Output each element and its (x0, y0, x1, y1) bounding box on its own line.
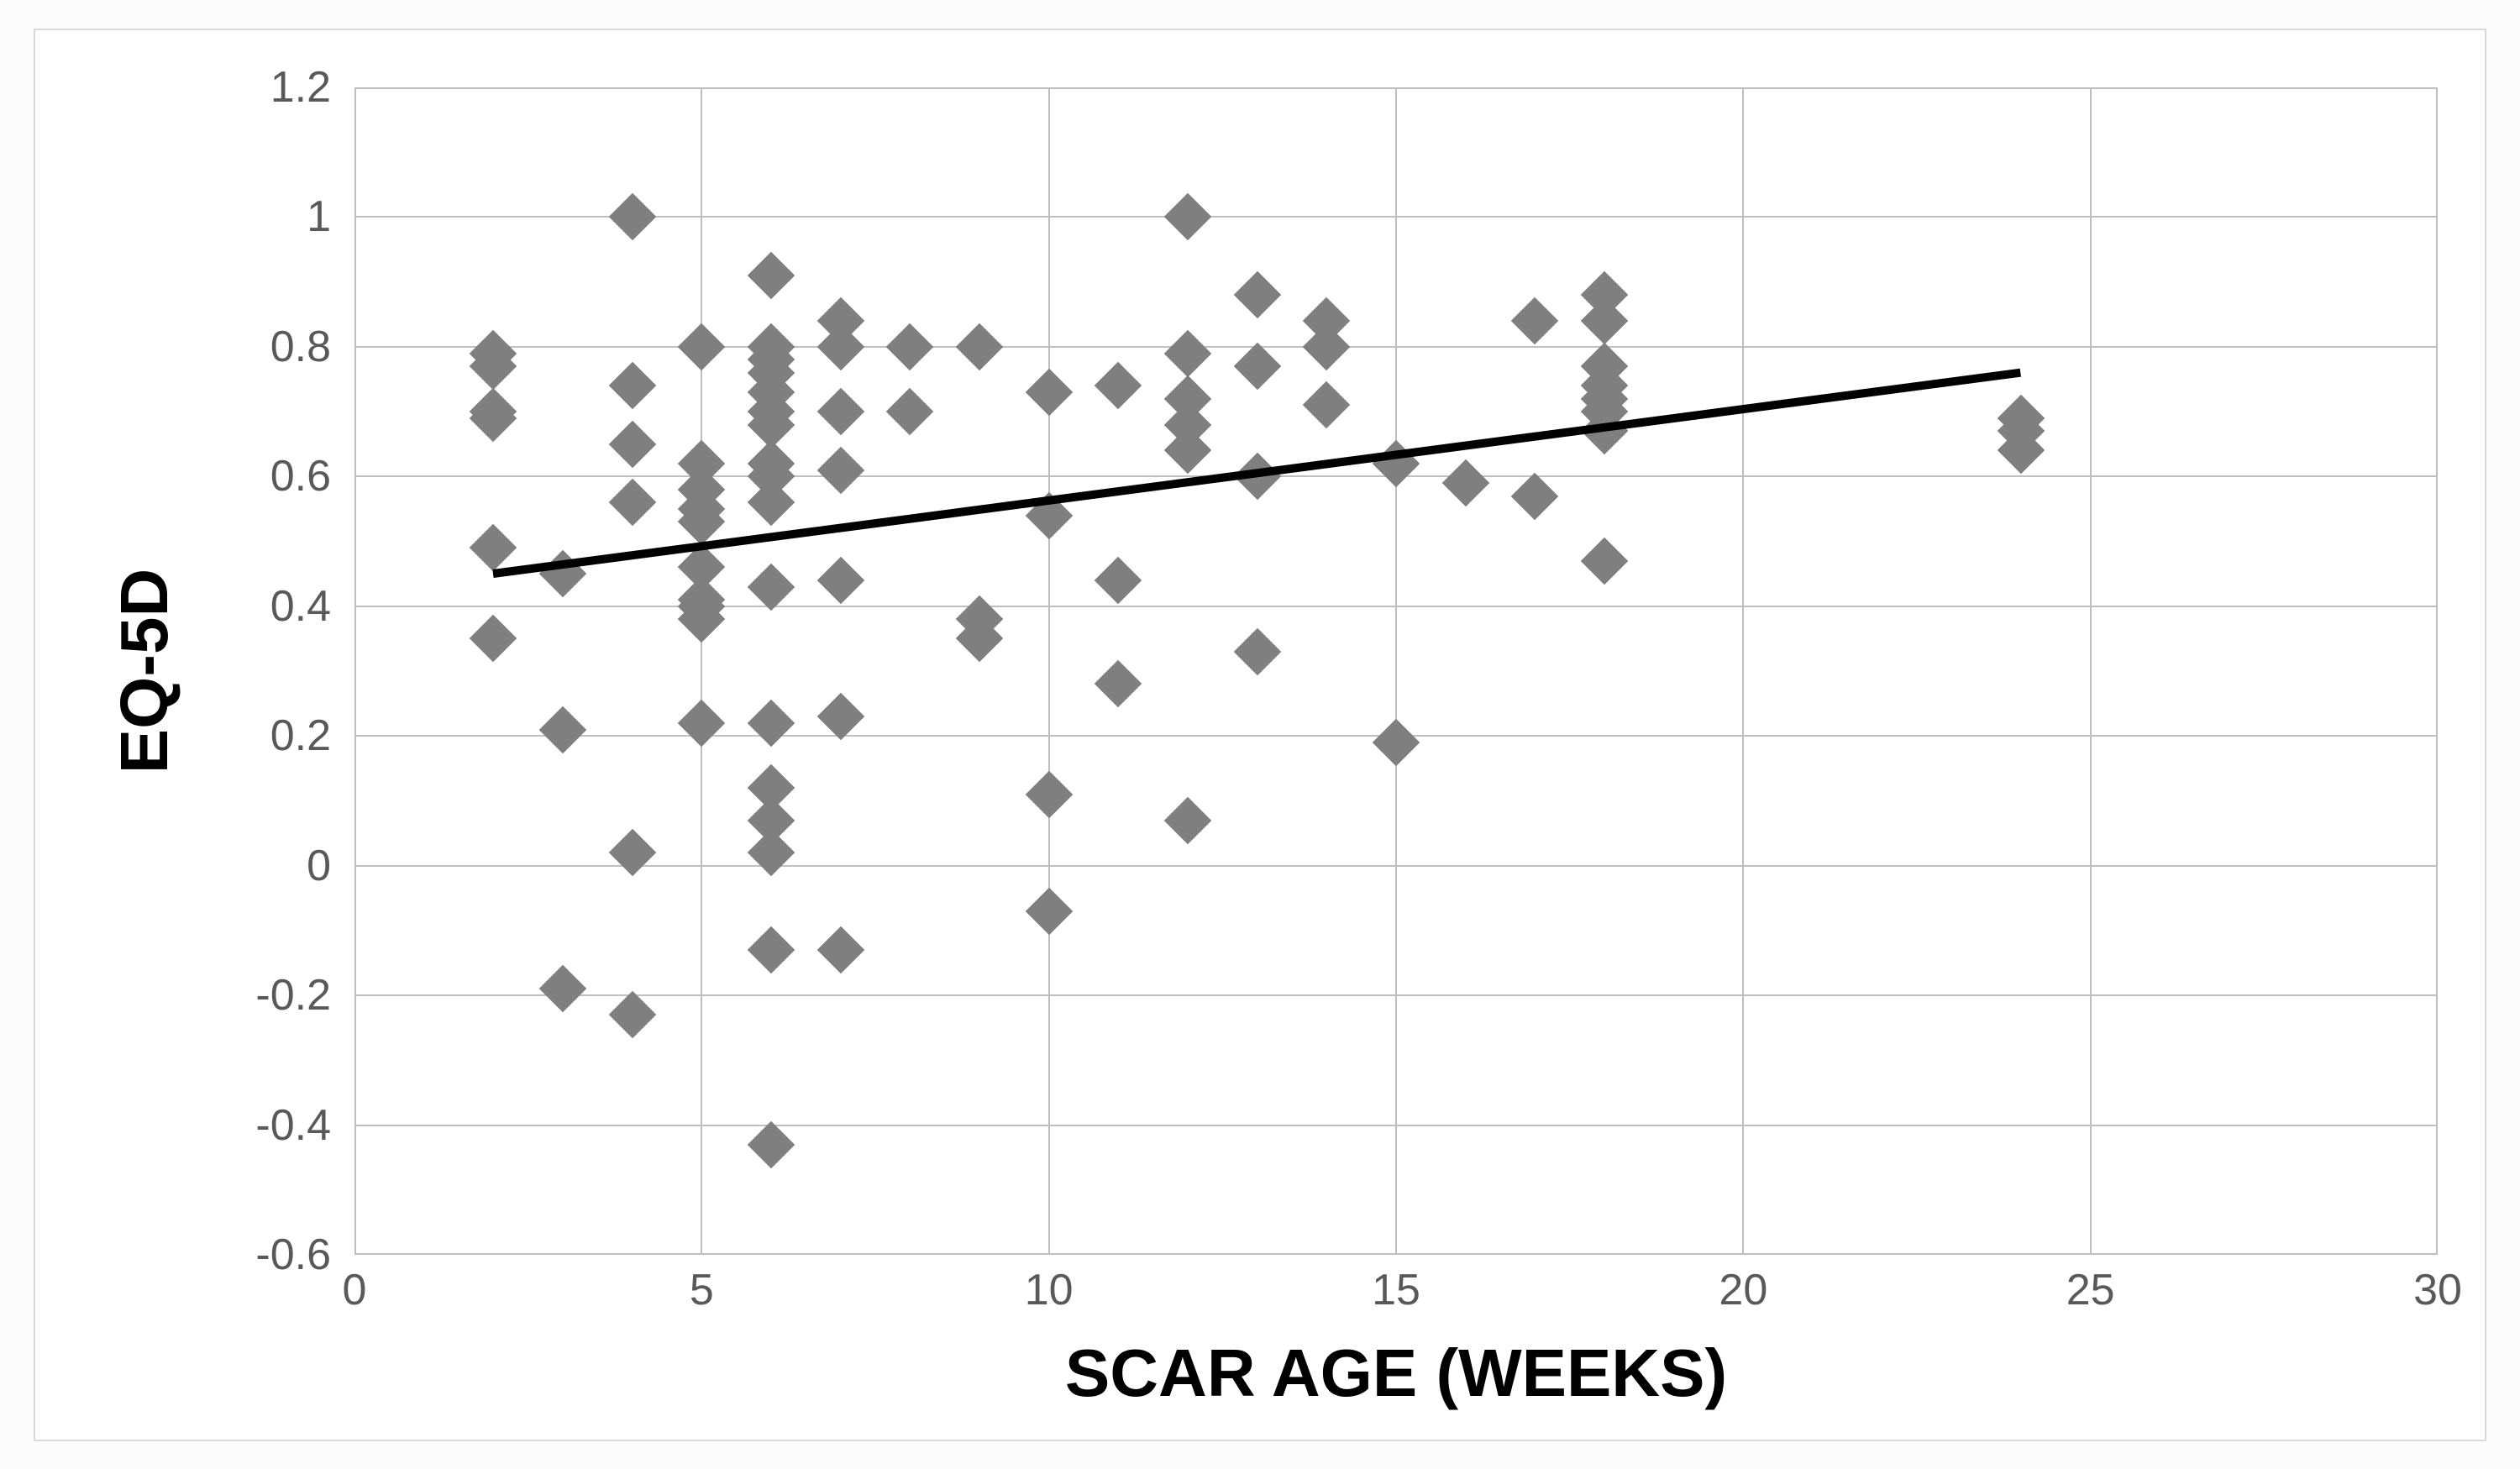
gridline-vertical (1048, 87, 1050, 1255)
scatter-point (1025, 770, 1073, 818)
scatter-point (678, 699, 726, 747)
scatter-point (1164, 427, 1212, 475)
y-tick-label: 0.4 (270, 581, 354, 632)
scatter-point (748, 829, 795, 877)
scatter-point (608, 193, 656, 241)
scatter-point (748, 699, 795, 747)
gridline-horizontal (354, 865, 2438, 867)
gridline-horizontal (354, 994, 2438, 996)
x-tick-label: 30 (2413, 1255, 2462, 1315)
y-tick-label: -0.2 (255, 970, 354, 1020)
x-tick-label: 5 (690, 1255, 714, 1315)
scatter-point (816, 446, 864, 494)
x-tick-label: 20 (1719, 1255, 1767, 1315)
scatter-point (816, 693, 864, 741)
x-tick-label: 15 (1372, 1255, 1420, 1315)
scatter-point (608, 991, 656, 1039)
y-tick-label: -0.4 (255, 1100, 354, 1151)
scatter-point (1441, 459, 1489, 507)
scatter-point (816, 926, 864, 974)
scatter-point (539, 706, 587, 753)
scatter-point (1373, 440, 1420, 488)
gridline-vertical (701, 87, 702, 1255)
scatter-point (1233, 628, 1281, 676)
scatter-point (816, 323, 864, 371)
gridline-vertical (2090, 87, 2092, 1255)
scatter-point (470, 615, 517, 663)
scatter-point (1581, 297, 1629, 345)
scatter-point (470, 524, 517, 572)
y-axis-title: EQ-5D (106, 569, 183, 774)
scatter-point (1164, 193, 1212, 241)
x-tick-label: 10 (1025, 1255, 1074, 1315)
scatter-point (1233, 271, 1281, 319)
y-tick-label: 0.8 (270, 322, 354, 372)
y-tick-label: -0.6 (255, 1230, 354, 1280)
gridline-horizontal (354, 606, 2438, 607)
scatter-point (1095, 660, 1142, 708)
y-tick-label: 0.6 (270, 451, 354, 501)
scatter-point (956, 323, 1004, 371)
scatter-point (1581, 537, 1629, 585)
gridline-horizontal (354, 346, 2438, 348)
trendline (493, 369, 2022, 578)
gridline-vertical (1395, 87, 1397, 1255)
y-tick-label: 1.2 (270, 62, 354, 113)
y-tick-label: 0.2 (270, 711, 354, 761)
scatter-point (539, 965, 587, 1013)
scatter-point (1095, 362, 1142, 410)
chart-card: 051015202530-0.6-0.4-0.200.20.40.60.811.… (34, 29, 2486, 1441)
scatter-point (748, 479, 795, 527)
y-tick-label: 0 (307, 841, 354, 891)
scatter-point (1511, 297, 1559, 345)
scatter-point (748, 1120, 795, 1168)
plot-area: 051015202530-0.6-0.4-0.200.20.40.60.811.… (354, 87, 2438, 1255)
scatter-point (1303, 323, 1351, 371)
scatter-point (748, 563, 795, 611)
scatter-point (1025, 369, 1073, 417)
scatter-point (470, 395, 517, 443)
scatter-point (816, 388, 864, 436)
x-tick-label: 25 (2066, 1255, 2115, 1315)
scatter-point (1095, 557, 1142, 605)
scatter-point (1373, 719, 1420, 767)
scatter-point (608, 420, 656, 468)
scatter-point (886, 323, 934, 371)
scatter-point (608, 829, 656, 877)
scatter-point (748, 926, 795, 974)
scatter-point (1164, 796, 1212, 844)
scatter-point (608, 479, 656, 527)
scatter-point (678, 323, 726, 371)
scatter-point (1303, 381, 1351, 429)
scatter-point (816, 557, 864, 605)
chart-outer: 051015202530-0.6-0.4-0.200.20.40.60.811.… (0, 0, 2520, 1469)
scatter-point (886, 388, 934, 436)
scatter-point (1511, 472, 1559, 520)
scatter-point (1164, 329, 1212, 377)
gridline-vertical (1742, 87, 1744, 1255)
y-tick-label: 1 (307, 191, 354, 242)
scatter-point (1025, 887, 1073, 935)
scatter-point (1233, 343, 1281, 391)
scatter-point (608, 362, 656, 410)
scatter-point (748, 252, 795, 300)
gridline-horizontal (354, 1125, 2438, 1126)
gridline-horizontal (354, 216, 2438, 218)
x-axis-title: SCAR AGE (WEEKS) (1065, 1335, 1727, 1412)
